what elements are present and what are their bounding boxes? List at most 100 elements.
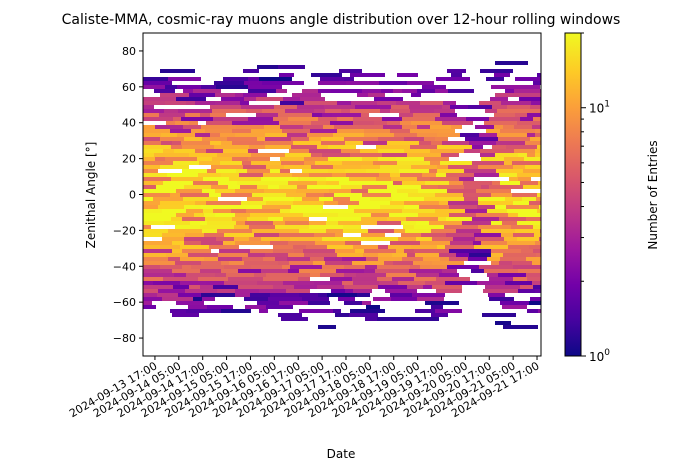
- heatmap-cell: [446, 233, 474, 237]
- heatmap-cell: [540, 229, 541, 233]
- heatmap-cell: [431, 313, 448, 317]
- heatmap-cell: [438, 185, 464, 189]
- heatmap-cell: [513, 165, 525, 169]
- heatmap-cell: [449, 205, 477, 209]
- heatmap-cell: [479, 133, 497, 137]
- heatmap-cell: [246, 209, 280, 213]
- heatmap-cell: [504, 237, 517, 241]
- heatmap-cell: [263, 257, 275, 261]
- heatmap-cell: [472, 161, 504, 165]
- heatmap-cell: [266, 201, 293, 205]
- heatmap-cell: [464, 197, 478, 201]
- heatmap-cell: [307, 133, 333, 137]
- heatmap-cell: [507, 241, 535, 245]
- heatmap-cell: [279, 233, 314, 237]
- heatmap-cell: [331, 89, 362, 93]
- heatmap-cell: [190, 221, 207, 225]
- heatmap-cell: [200, 225, 234, 229]
- heatmap-cell: [180, 193, 209, 197]
- heatmap-cell: [526, 257, 541, 261]
- y-tick-label: −60: [113, 296, 136, 309]
- heatmap-cell: [235, 241, 270, 245]
- y-tick-label: 40: [122, 117, 136, 130]
- heatmap-cell: [391, 177, 417, 181]
- heatmap-cell: [353, 281, 379, 285]
- heatmap-cell: [285, 109, 314, 113]
- heatmap-cell: [397, 189, 418, 193]
- heatmap-cell: [143, 197, 153, 201]
- heatmap-cell: [321, 141, 345, 145]
- heatmap-cell: [213, 209, 231, 213]
- heatmap-cell: [160, 165, 189, 169]
- heatmap-cell: [195, 101, 215, 105]
- heatmap-cell: [376, 145, 410, 149]
- heatmap-cell: [164, 221, 190, 225]
- heatmap-cell: [355, 249, 364, 253]
- heatmap-cell: [356, 221, 377, 225]
- heatmap-cell: [182, 217, 205, 221]
- heatmap-cell: [364, 133, 394, 137]
- heatmap-cell: [377, 221, 401, 225]
- heatmap-cell: [397, 73, 418, 77]
- heatmap-cell: [535, 241, 541, 245]
- heatmap-cell: [390, 173, 400, 177]
- heatmap-cell: [527, 277, 541, 281]
- heatmap-cell: [363, 141, 387, 145]
- heatmap-cell: [416, 221, 429, 225]
- heatmap-cell: [361, 217, 387, 221]
- heatmap-cell: [334, 125, 358, 129]
- heatmap-cell: [318, 293, 327, 297]
- heatmap-cell: [373, 297, 391, 301]
- heatmap-cell: [143, 85, 165, 89]
- heatmap-cell: [268, 297, 302, 301]
- heatmap-cell: [180, 257, 204, 261]
- heatmap-cell: [464, 185, 481, 189]
- heatmap-cell: [254, 273, 266, 277]
- heatmap-cell: [344, 137, 378, 141]
- heatmap-cell: [203, 177, 213, 181]
- heatmap-cell: [353, 289, 372, 293]
- heatmap-cell: [175, 121, 189, 125]
- heatmap-cell: [393, 261, 413, 265]
- heatmap-cell: [309, 225, 343, 229]
- heatmap-cell: [518, 153, 527, 157]
- heatmap-cell: [366, 305, 380, 309]
- heatmap-cell: [280, 157, 304, 161]
- heatmap-cell: [143, 205, 158, 209]
- heatmap-cell: [411, 121, 442, 125]
- heatmap-cell: [332, 173, 346, 177]
- heatmap-cell: [273, 221, 285, 225]
- heatmap-cell: [223, 241, 235, 245]
- heatmap-cell: [495, 93, 510, 97]
- heatmap-cell: [378, 253, 392, 257]
- heatmap-cell: [497, 109, 529, 113]
- y-tick-label: 0: [129, 189, 136, 202]
- heatmap-cell: [216, 169, 236, 173]
- heatmap-cell: [241, 201, 266, 205]
- heatmap-cell: [342, 257, 366, 261]
- heatmap-cell: [317, 145, 328, 149]
- heatmap-cell: [415, 253, 439, 257]
- heatmap-cell: [474, 173, 499, 177]
- heatmap-cell: [418, 189, 447, 193]
- heatmap-cell: [248, 253, 265, 257]
- heatmap-cell: [339, 69, 362, 73]
- heatmap-cell: [259, 77, 292, 81]
- heatmap-cell: [476, 189, 511, 193]
- heatmap-cell: [248, 89, 276, 93]
- heatmap-cell: [411, 245, 437, 249]
- heatmap-cell: [200, 269, 221, 273]
- heatmap-cell: [182, 249, 211, 253]
- heatmap-cell: [396, 157, 424, 161]
- heatmap-cell: [221, 261, 229, 265]
- heatmap-cell: [352, 261, 384, 265]
- y-tick-label: −40: [113, 260, 136, 273]
- heatmap-cell: [191, 129, 205, 133]
- heatmap-cell: [456, 253, 469, 257]
- y-tick-label: 80: [122, 45, 136, 58]
- heatmap-cell: [186, 309, 221, 313]
- heatmap-cell: [418, 213, 449, 217]
- heatmap-cell: [359, 201, 390, 205]
- heatmap-cell: [529, 301, 541, 305]
